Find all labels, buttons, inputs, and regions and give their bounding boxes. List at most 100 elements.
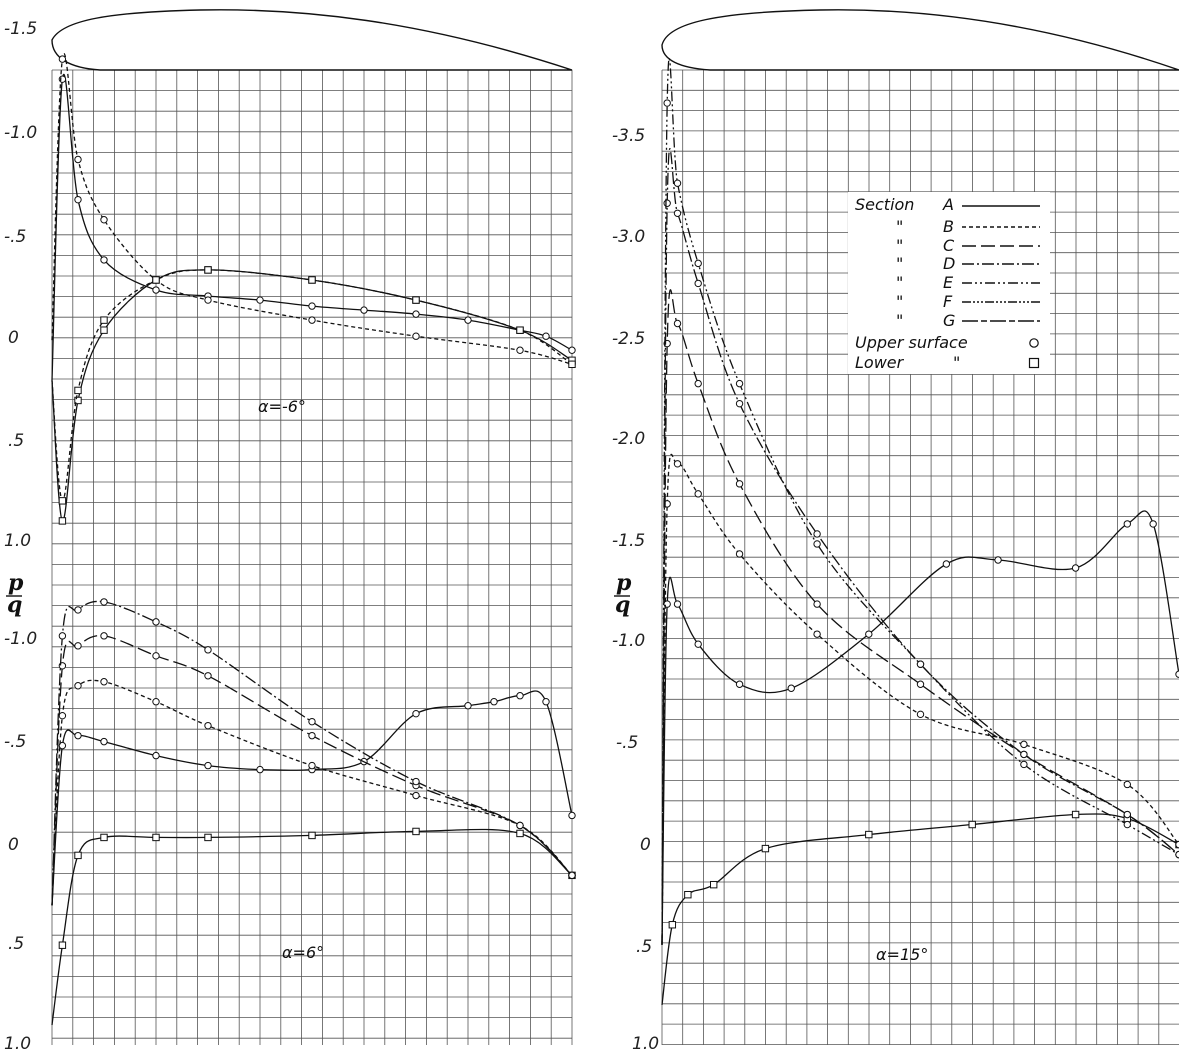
legend: Section A " B " C " D " E " F " G Upper … xyxy=(848,192,1050,374)
lower-surface-point xyxy=(516,326,524,334)
tick-label: .5 xyxy=(8,431,24,451)
upper-surface-point xyxy=(204,761,212,770)
upper-surface-point xyxy=(204,672,212,680)
lower-surface-point xyxy=(74,386,82,395)
upper-surface-point xyxy=(916,710,925,719)
legend-circle-marker xyxy=(1029,338,1039,348)
lower-surface-point xyxy=(1071,810,1080,819)
tick-label: 1.0 xyxy=(4,1034,31,1053)
lower-surface-point xyxy=(204,266,212,274)
legend-square-marker xyxy=(1028,357,1040,369)
upper-surface-point xyxy=(74,155,82,164)
upper-surface-point xyxy=(1123,780,1132,789)
lower-surface-point xyxy=(100,833,108,842)
left-bottom-curves xyxy=(51,598,576,1026)
tick-label: -3.5 xyxy=(612,126,645,146)
upper-surface-point xyxy=(152,751,160,760)
upper-surface-point xyxy=(735,550,744,558)
upper-surface-point xyxy=(464,702,472,710)
upper-surface-point xyxy=(1123,810,1132,819)
legend-letter: A xyxy=(942,195,954,214)
upper-surface-point xyxy=(1020,740,1028,749)
upper-surface-point xyxy=(787,684,795,692)
tick-label: .5 xyxy=(636,937,652,957)
upper-surface-point xyxy=(916,680,925,688)
upper-surface-point xyxy=(74,682,82,690)
upper-surface-point xyxy=(673,319,682,328)
left-bottom-ticks: p q -1.0 -.5 0 .5 1.0 xyxy=(4,570,37,1053)
upper-surface-point xyxy=(412,791,420,800)
upper-surface-point xyxy=(694,490,702,498)
lower-surface-point xyxy=(684,890,692,899)
upper-surface-point xyxy=(1071,564,1080,572)
upper-surface-point xyxy=(58,632,67,640)
lower-surface-point xyxy=(308,276,316,284)
lower-surface-point xyxy=(568,360,576,369)
upper-surface-point xyxy=(412,709,420,718)
upper-surface-point xyxy=(308,761,316,770)
legend-upper-surface: Upper surface xyxy=(855,333,968,352)
legend-letter: G xyxy=(943,311,955,330)
upper-surface-point xyxy=(74,642,82,650)
upper-surface-point xyxy=(516,821,524,830)
upper-surface-point xyxy=(865,630,873,638)
upper-surface-point xyxy=(360,306,368,314)
left-top-ticks: -1.5 -1.0 -.5 0 .5 1.0 xyxy=(4,19,37,551)
lower-surface-point xyxy=(668,921,677,929)
upper-surface-point xyxy=(100,632,108,640)
upper-surface-point xyxy=(412,310,420,318)
upper-surface-point xyxy=(663,99,671,107)
upper-surface-point xyxy=(100,256,108,264)
lower-surface-point xyxy=(74,851,82,860)
tick-label: -.5 xyxy=(4,227,26,247)
legend-lower-surface: Lower xyxy=(855,353,905,372)
lower-surface-point xyxy=(74,396,82,405)
upper-surface-point xyxy=(673,600,682,608)
upper-surface-point xyxy=(735,480,744,488)
lower-surface-point xyxy=(58,497,67,505)
upper-surface-point xyxy=(663,199,671,207)
series-line-D-upper xyxy=(661,148,1179,945)
tick-label: .5 xyxy=(8,934,24,954)
series-line-E-upper xyxy=(661,57,1179,945)
alpha-annotation-bottom: α=6° xyxy=(282,943,324,962)
tick-label: -.5 xyxy=(4,732,26,752)
tick-label: -1.0 xyxy=(4,629,37,649)
upper-surface-point xyxy=(74,731,82,740)
upper-surface-point xyxy=(542,698,550,706)
upper-surface-point xyxy=(735,399,744,408)
upper-surface-point xyxy=(1175,670,1179,678)
series-line-A-lower xyxy=(51,269,573,522)
upper-surface-point xyxy=(58,711,67,720)
upper-surface-point xyxy=(1175,840,1179,849)
upper-surface-point xyxy=(152,652,160,660)
upper-surface-point xyxy=(694,259,702,268)
legend-ditto: " xyxy=(896,273,903,292)
lower-surface-point xyxy=(761,844,770,853)
pq-label: q xyxy=(615,592,630,618)
upper-surface-point xyxy=(568,811,576,820)
upper-surface-point xyxy=(1020,760,1028,769)
series-line-B-upper xyxy=(51,679,573,906)
legend-ditto: " xyxy=(896,236,903,255)
legend-label-section: Section xyxy=(855,195,914,214)
upper-surface-point xyxy=(100,737,108,746)
upper-surface-point xyxy=(204,296,212,304)
upper-surface-point xyxy=(100,678,108,686)
upper-surface-point xyxy=(813,540,821,548)
tick-label: -2.5 xyxy=(612,329,645,349)
upper-surface-point xyxy=(152,286,160,294)
lower-surface-point xyxy=(152,276,160,284)
tick-label: -1.5 xyxy=(4,19,37,39)
upper-surface-point xyxy=(568,346,576,354)
upper-surface-point xyxy=(516,346,524,354)
upper-surface-point xyxy=(412,777,420,786)
legend-letter: B xyxy=(943,217,954,236)
legend-ditto: " xyxy=(896,292,903,311)
legend-swatches xyxy=(962,205,1040,322)
upper-surface-point xyxy=(813,630,821,638)
upper-surface-point xyxy=(308,302,316,310)
upper-surface-point xyxy=(673,460,682,468)
upper-surface-point xyxy=(1149,520,1157,528)
upper-surface-point xyxy=(694,640,702,648)
